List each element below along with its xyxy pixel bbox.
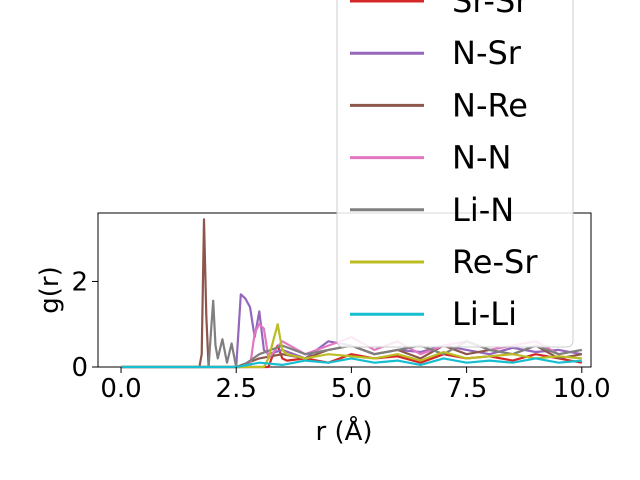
legend-label-li-n: Li-N bbox=[452, 191, 514, 229]
x-axis-title: r (Å) bbox=[315, 415, 372, 447]
legend-label-li-li: Li-Li bbox=[452, 295, 517, 333]
x-tick-label: 10.0 bbox=[553, 374, 611, 404]
axes-layer: 0.0 2.5 5.0 7.5 10.0 0 2 bbox=[71, 267, 610, 404]
y-tick-label: 0 bbox=[71, 353, 88, 383]
x-tick-label: 0.0 bbox=[100, 374, 141, 404]
legend: Sr-Sr N-Sr N-Re N-N Li-N Re-Sr Li-Li bbox=[336, 0, 574, 348]
legend-label-re-sr: Re-Sr bbox=[452, 243, 538, 281]
y-tick-label: 2 bbox=[71, 267, 88, 297]
legend-label-n-n: N-N bbox=[452, 139, 511, 177]
legend-label-n-sr: N-Sr bbox=[452, 34, 522, 72]
legend-label-n-re: N-Re bbox=[452, 86, 528, 124]
x-tick-label: 5.0 bbox=[331, 374, 372, 404]
series-line-re-sr bbox=[121, 323, 582, 369]
legend-box bbox=[336, 0, 574, 348]
series-line-li-li bbox=[121, 357, 582, 369]
series-line-li-n bbox=[121, 299, 583, 369]
legend-label-sr-sr: Sr-Sr bbox=[452, 0, 529, 20]
x-tick-label: 2.5 bbox=[216, 374, 257, 404]
x-tick-label: 7.5 bbox=[446, 374, 487, 404]
y-axis-title: g(r) bbox=[35, 266, 65, 313]
